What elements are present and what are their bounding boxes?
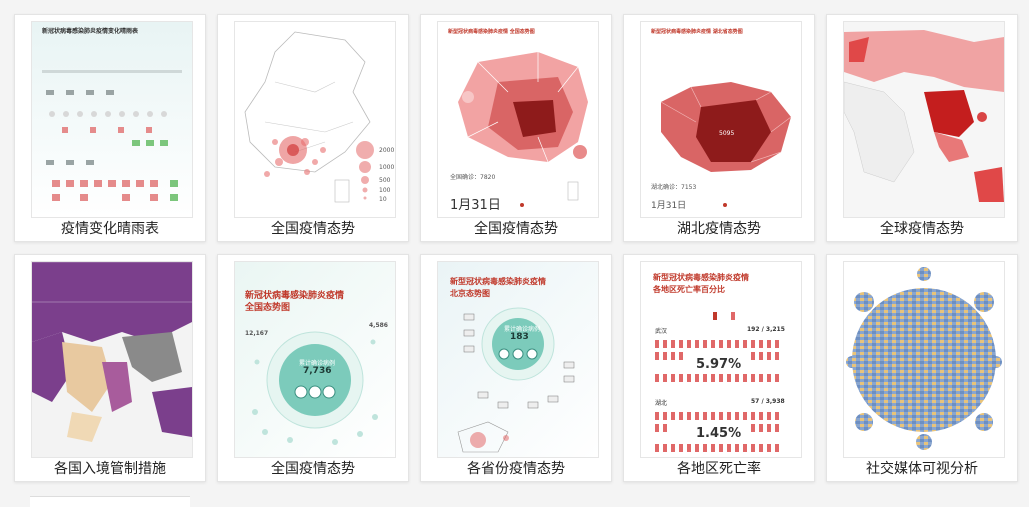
card-caption: 湖北疫情态势	[677, 221, 761, 237]
gallery-card[interactable]: 新冠状病毒感染肺炎疫情变化晴雨表	[14, 14, 206, 242]
legend-value: 500	[379, 177, 391, 184]
center-label: 累计确诊病例	[299, 360, 336, 367]
card-caption: 全国疫情态势	[271, 461, 355, 477]
region-1-count: 192 / 3,215	[747, 326, 785, 333]
legend-value: 100	[379, 187, 391, 194]
card-caption: 全国疫情态势	[271, 221, 355, 237]
national-circle-graphic	[252, 331, 378, 445]
thumbnail-social-media	[843, 261, 1005, 458]
legend-value: 2000	[379, 147, 395, 154]
card-caption: 疫情变化晴雨表	[61, 221, 159, 237]
card-caption: 全国疫情态势	[474, 221, 558, 237]
card-caption: 各地区死亡率	[677, 461, 761, 477]
region-1-rate: 5.97%	[693, 357, 745, 372]
gallery-card[interactable]: 新型冠状病毒感染肺炎疫情 湖北省态势图 5095 湖北确诊：7153 1月31日…	[623, 14, 815, 242]
center-label: 累计确诊病例	[504, 326, 541, 333]
thumbnail-province-circle: 新型冠状病毒感染肺炎疫情 北京态势图 累计确诊病例	[437, 261, 599, 458]
social-media-cloud	[846, 267, 1002, 450]
thumbnail-world-map	[843, 21, 1005, 218]
hubei-center-value: 5095	[719, 130, 735, 137]
legend-value: 1000	[379, 164, 395, 171]
thumb-title-1: 新型冠状病毒感染肺炎疫情	[450, 277, 546, 286]
hubei-total: 湖北确诊：7153	[651, 184, 697, 191]
center-value: 183	[510, 332, 529, 342]
province-circle-graphic	[457, 307, 575, 453]
thumbnail-entry-control-map	[31, 261, 193, 458]
center-value: 7,736	[303, 366, 332, 376]
china-cartogram	[458, 52, 588, 207]
date-label: 1月31日	[450, 198, 501, 213]
hubei-cartogram	[660, 82, 792, 207]
side-right-value: 4,586	[369, 322, 388, 329]
gallery-card[interactable]: 新冠状病毒感染肺炎疫情 全国态势图 累计确诊病例 7,736 12,167 4,…	[217, 254, 409, 482]
thumbnail-china-cartogram: 新型冠状病毒感染肺炎疫情 全国态势图 全国确诊：7820 1月31日	[437, 21, 599, 218]
entry-control-map	[32, 262, 192, 442]
thumb-title: 新型冠状病毒感染肺炎疫情 湖北省态势图	[651, 29, 743, 35]
thumb-title-2: 北京态势图	[450, 289, 490, 298]
region-1-label: 武汉	[655, 328, 668, 335]
gallery-card[interactable]: 社交媒体可视分析	[826, 254, 1018, 482]
china-bubble-map	[244, 31, 374, 203]
side-left-value: 12,167	[245, 330, 269, 337]
thumbnail-hubei-cartogram: 新型冠状病毒感染肺炎疫情 湖北省态势图 5095 湖北确诊：7153 1月31日	[640, 21, 802, 218]
gallery-card[interactable]: 新型冠状病毒感染肺炎疫情 北京态势图 累计确诊病例	[420, 254, 612, 482]
date-label: 1月31日	[651, 201, 687, 211]
legend-value: 10	[379, 196, 387, 203]
national-total: 全国确诊：7820	[450, 174, 496, 181]
thumb-title-1: 新冠状病毒感染肺炎疫情	[245, 291, 345, 301]
gallery-card[interactable]: 全球疫情态势	[826, 14, 1018, 242]
region-2-count: 57 / 3,938	[751, 398, 785, 405]
gallery-card[interactable]: 各国入境管制措施	[14, 254, 206, 482]
thumbnail-national-circle: 新冠状病毒感染肺炎疫情 全国态势图 累计确诊病例 7,736 12,167 4,…	[234, 261, 396, 458]
gallery-card[interactable]: 新型冠状病毒感染肺炎疫情 全国态势图 全国确诊：7820 1月31日 全国疫情态…	[420, 14, 612, 242]
thumbnail-china-bubble-map: 2000 1000 500 100 10	[234, 21, 396, 218]
thumbnail-death-rate: 新型冠状病毒感染肺炎疫情 各地区死亡率百分比	[640, 261, 802, 458]
gallery-card[interactable]: 新型冠状病毒感染肺炎疫情 各地区死亡率百分比	[623, 254, 815, 482]
thumbnail-barometer: 新冠状病毒感染肺炎疫情变化晴雨表	[31, 21, 193, 218]
card-caption: 各省份疫情态势	[467, 461, 565, 477]
thumb-title: 新型冠状病毒感染肺炎疫情 全国态势图	[448, 29, 535, 35]
card-caption: 各国入境管制措施	[54, 461, 166, 477]
gallery-grid: 新冠状病毒感染肺炎疫情变化晴雨表	[14, 14, 1018, 482]
thumb-title-1: 新型冠状病毒感染肺炎疫情	[653, 273, 749, 282]
thumb-title-2: 各地区死亡率百分比	[653, 285, 725, 294]
barometer-graphic	[42, 70, 182, 201]
region-2-rate: 1.45%	[693, 426, 745, 441]
thumb-title-2: 全国态势图	[245, 303, 291, 313]
card-caption: 社交媒体可视分析	[866, 461, 978, 477]
pictogram-grid	[655, 312, 779, 452]
next-row-card-edge	[30, 496, 190, 507]
thumb-title: 新冠状病毒感染肺炎疫情变化晴雨表	[42, 28, 139, 35]
region-2-label: 湖北	[655, 400, 668, 407]
world-map	[844, 30, 1004, 202]
gallery-card[interactable]: 2000 1000 500 100 10 全国疫情态势	[217, 14, 409, 242]
card-caption: 全球疫情态势	[880, 221, 964, 237]
